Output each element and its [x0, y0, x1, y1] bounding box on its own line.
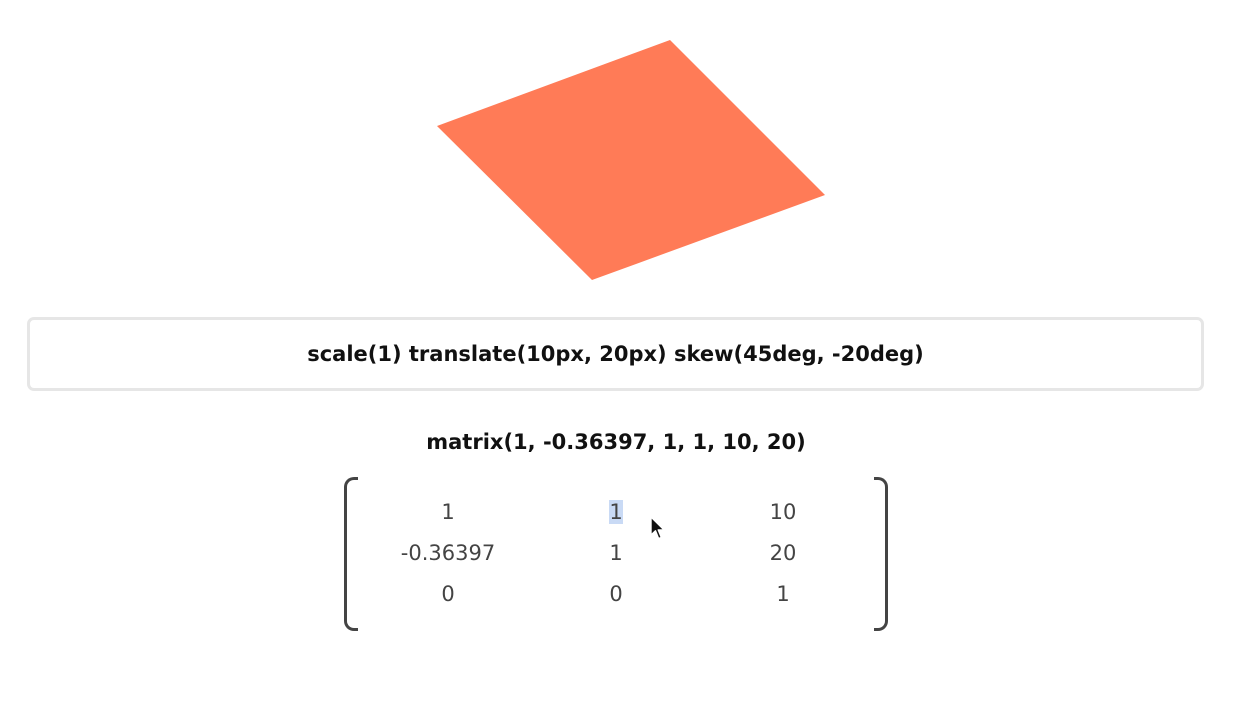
matrix-cell-row3-col2: 0	[609, 582, 623, 606]
transform-input[interactable]	[27, 317, 1204, 391]
matrix-cell-a[interactable]: 1	[441, 500, 455, 524]
preview-canvas	[437, 40, 825, 280]
matrix-cell-d[interactable]: 1	[609, 541, 623, 565]
mouse-pointer-icon	[650, 516, 666, 546]
matrix-cell-row3-col3: 1	[776, 582, 790, 606]
selected-text[interactable]: 1	[609, 500, 623, 524]
matrix-left-bracket	[344, 477, 358, 631]
matrix-display: 1 1 10 -0.36397 1 20 0 0 1	[344, 477, 888, 633]
matrix-cell-e[interactable]: 10	[769, 500, 797, 524]
matrix-right-bracket	[874, 477, 888, 631]
matrix-cell-b[interactable]: -0.36397	[400, 541, 496, 565]
matrix-cell-row3-col1: 0	[441, 582, 455, 606]
matrix-cell-f[interactable]: 20	[769, 541, 797, 565]
transform-preview	[0, 0, 1252, 300]
matrix-function-label: matrix(1, -0.36397, 1, 1, 10, 20)	[426, 430, 806, 454]
transformed-square	[437, 40, 825, 280]
matrix-cell-c[interactable]: 1	[536, 499, 696, 525]
